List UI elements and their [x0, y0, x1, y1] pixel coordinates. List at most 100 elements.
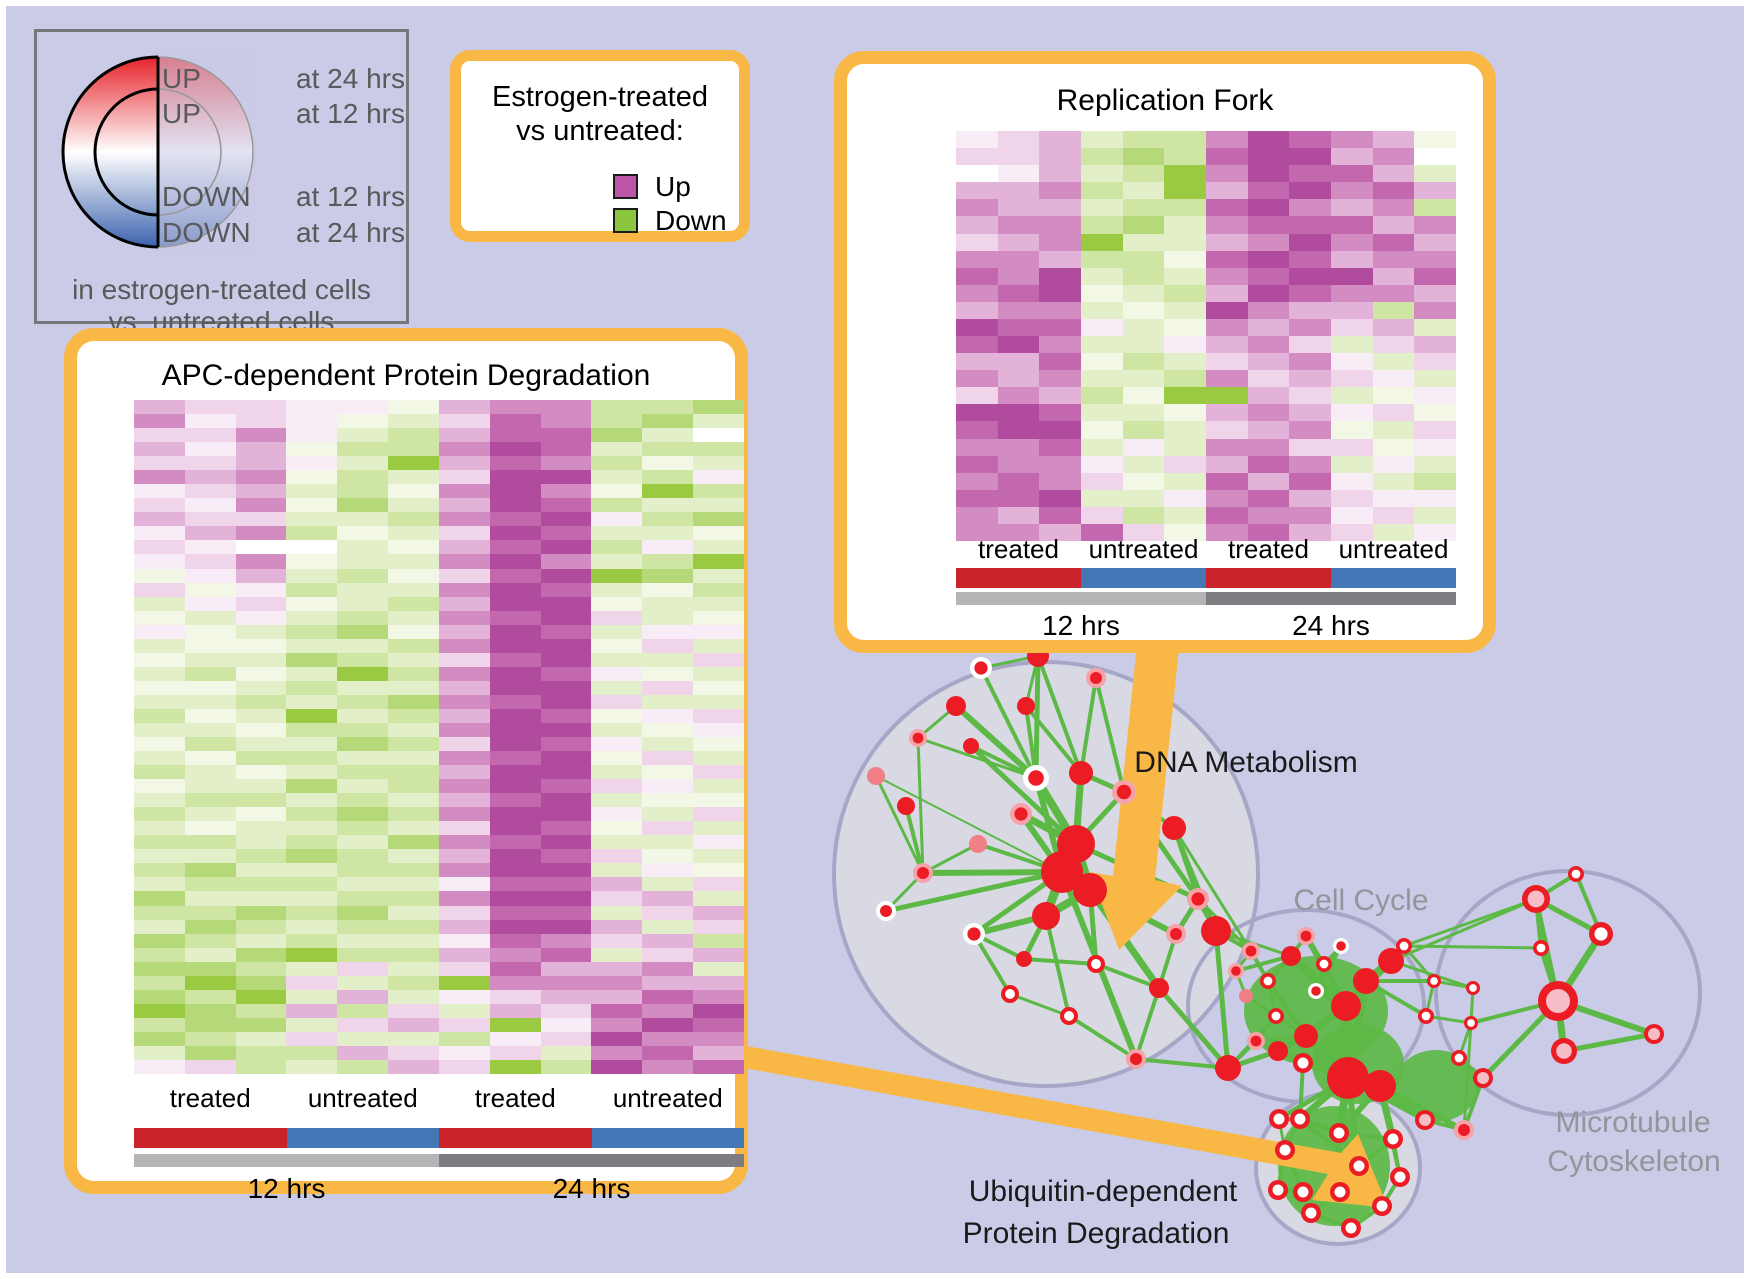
- heatmap-cell: [184, 751, 236, 766]
- gene-node-core: [1028, 770, 1044, 786]
- heatmap-cell: [693, 680, 744, 695]
- heatmap-cell: [693, 470, 744, 485]
- heatmap-cell: [642, 498, 694, 513]
- heatmap-cell: [540, 933, 592, 948]
- heatmap-cell: [1206, 387, 1248, 405]
- heatmap-cell: [1331, 506, 1373, 524]
- heatmap-cell: [591, 400, 643, 415]
- heatmap-cell: [235, 737, 287, 752]
- heatmap-cell: [134, 891, 185, 906]
- heatmap-cell: [337, 947, 389, 962]
- heatmap-cell: [235, 765, 287, 780]
- heatmap-cell: [184, 737, 236, 752]
- heatmap-cell: [489, 498, 541, 513]
- heatmap-cell: [1081, 404, 1123, 422]
- heatmap-cell: [1372, 472, 1415, 490]
- heatmap-cell: [184, 835, 236, 850]
- heatmap-cell: [1372, 284, 1415, 302]
- heatmap-cell: [286, 933, 338, 948]
- heatmap-cell: [134, 470, 185, 485]
- heatmap-cell: [591, 779, 643, 794]
- heatmap-cell: [134, 905, 185, 920]
- heatmap-cell: [235, 554, 287, 569]
- heatmap-cell: [337, 708, 389, 723]
- heatmap-cell: [388, 919, 439, 934]
- heatmap-cell: [134, 947, 185, 962]
- heatmap-cell: [235, 680, 287, 695]
- heatmap-cell: [956, 165, 998, 183]
- heatmap-cell: [134, 849, 185, 864]
- heatmap-cell: [388, 891, 439, 906]
- heatmap-cell: [337, 765, 389, 780]
- heatmap-cell: [1081, 267, 1123, 285]
- heatmap-cell: [1039, 131, 1081, 149]
- gene-node-core: [1527, 890, 1545, 908]
- heatmap-cell: [693, 947, 744, 962]
- heatmap-cell: [693, 877, 744, 892]
- network-edge: [916, 737, 925, 874]
- heatmap-cell: [134, 1017, 185, 1032]
- heatmap-cell: [1206, 301, 1248, 319]
- heatmap-cell: [1206, 284, 1248, 302]
- heatmap-cell: [438, 765, 490, 780]
- heatmap-cell: [591, 1017, 643, 1032]
- heatmap-cell: [1122, 267, 1165, 285]
- heatmap-cell: [235, 428, 287, 443]
- heatmap-cell: [693, 554, 744, 569]
- heatmap-cell: [1331, 353, 1373, 371]
- heatmap-cell: [540, 708, 592, 723]
- heatmap-cell: [591, 680, 643, 695]
- heatmap-cell: [1039, 489, 1081, 507]
- heatmap-cell: [1122, 421, 1165, 439]
- heatmap-cell: [489, 652, 541, 667]
- gene-node-core: [1353, 1160, 1365, 1172]
- heatmap-cell: [1414, 165, 1456, 183]
- heatmap-cell: [286, 708, 338, 723]
- heatmap-cell: [997, 370, 1040, 388]
- treatment-segment: [286, 1128, 439, 1148]
- heatmap-cell: [956, 489, 998, 507]
- heatmap-cell: [438, 680, 490, 695]
- heatmap-cell: [1289, 182, 1331, 200]
- heatmap-cell: [388, 512, 439, 527]
- heatmap-cell: [1164, 506, 1206, 524]
- heatmap-cell: [591, 793, 643, 808]
- heatmap-cell: [540, 821, 592, 836]
- heatmap-cell: [337, 1045, 389, 1060]
- heatmap-cell: [693, 456, 744, 471]
- heatmap-cell: [388, 596, 439, 611]
- heatmap-cell: [1081, 455, 1123, 473]
- heatmap-cell: [337, 919, 389, 934]
- heatmap-cell: [184, 975, 236, 990]
- heatmap-cell: [337, 1003, 389, 1018]
- heatmap-cell: [1289, 165, 1331, 183]
- heatmap-cell: [337, 1017, 389, 1032]
- heatmap-cell: [642, 835, 694, 850]
- heatmap-cell: [438, 428, 490, 443]
- heatmap-cell: [540, 526, 592, 541]
- heatmap-cell: [540, 737, 592, 752]
- gene-node-core: [912, 732, 924, 744]
- heatmap-cell: [1289, 148, 1331, 166]
- legend-direction: DOWN: [162, 181, 251, 212]
- heatmap-cell: [956, 267, 998, 285]
- heatmap-cell: [693, 779, 744, 794]
- heatmap-cell: [956, 387, 998, 405]
- heatmap-cell: [388, 610, 439, 625]
- heatmap-cell: [642, 821, 694, 836]
- heatmap-cell: [134, 484, 185, 499]
- heatmap-cell: [388, 807, 439, 822]
- heatmap-cell: [184, 765, 236, 780]
- network-edge: [1024, 704, 1083, 775]
- heatmap-cell: [286, 638, 338, 653]
- gene-node-red: [1162, 816, 1186, 840]
- heatmap-cell: [693, 765, 744, 780]
- heatmap-cell: [642, 400, 694, 415]
- heatmap-cell: [693, 652, 744, 667]
- heatmap-cell: [1039, 353, 1081, 371]
- heatmap-cell: [642, 807, 694, 822]
- heatmap-cell: [489, 1045, 541, 1060]
- gene-node-core: [1297, 1057, 1309, 1069]
- heatmap-cell: [1164, 233, 1206, 251]
- heatmap-cell: [235, 568, 287, 583]
